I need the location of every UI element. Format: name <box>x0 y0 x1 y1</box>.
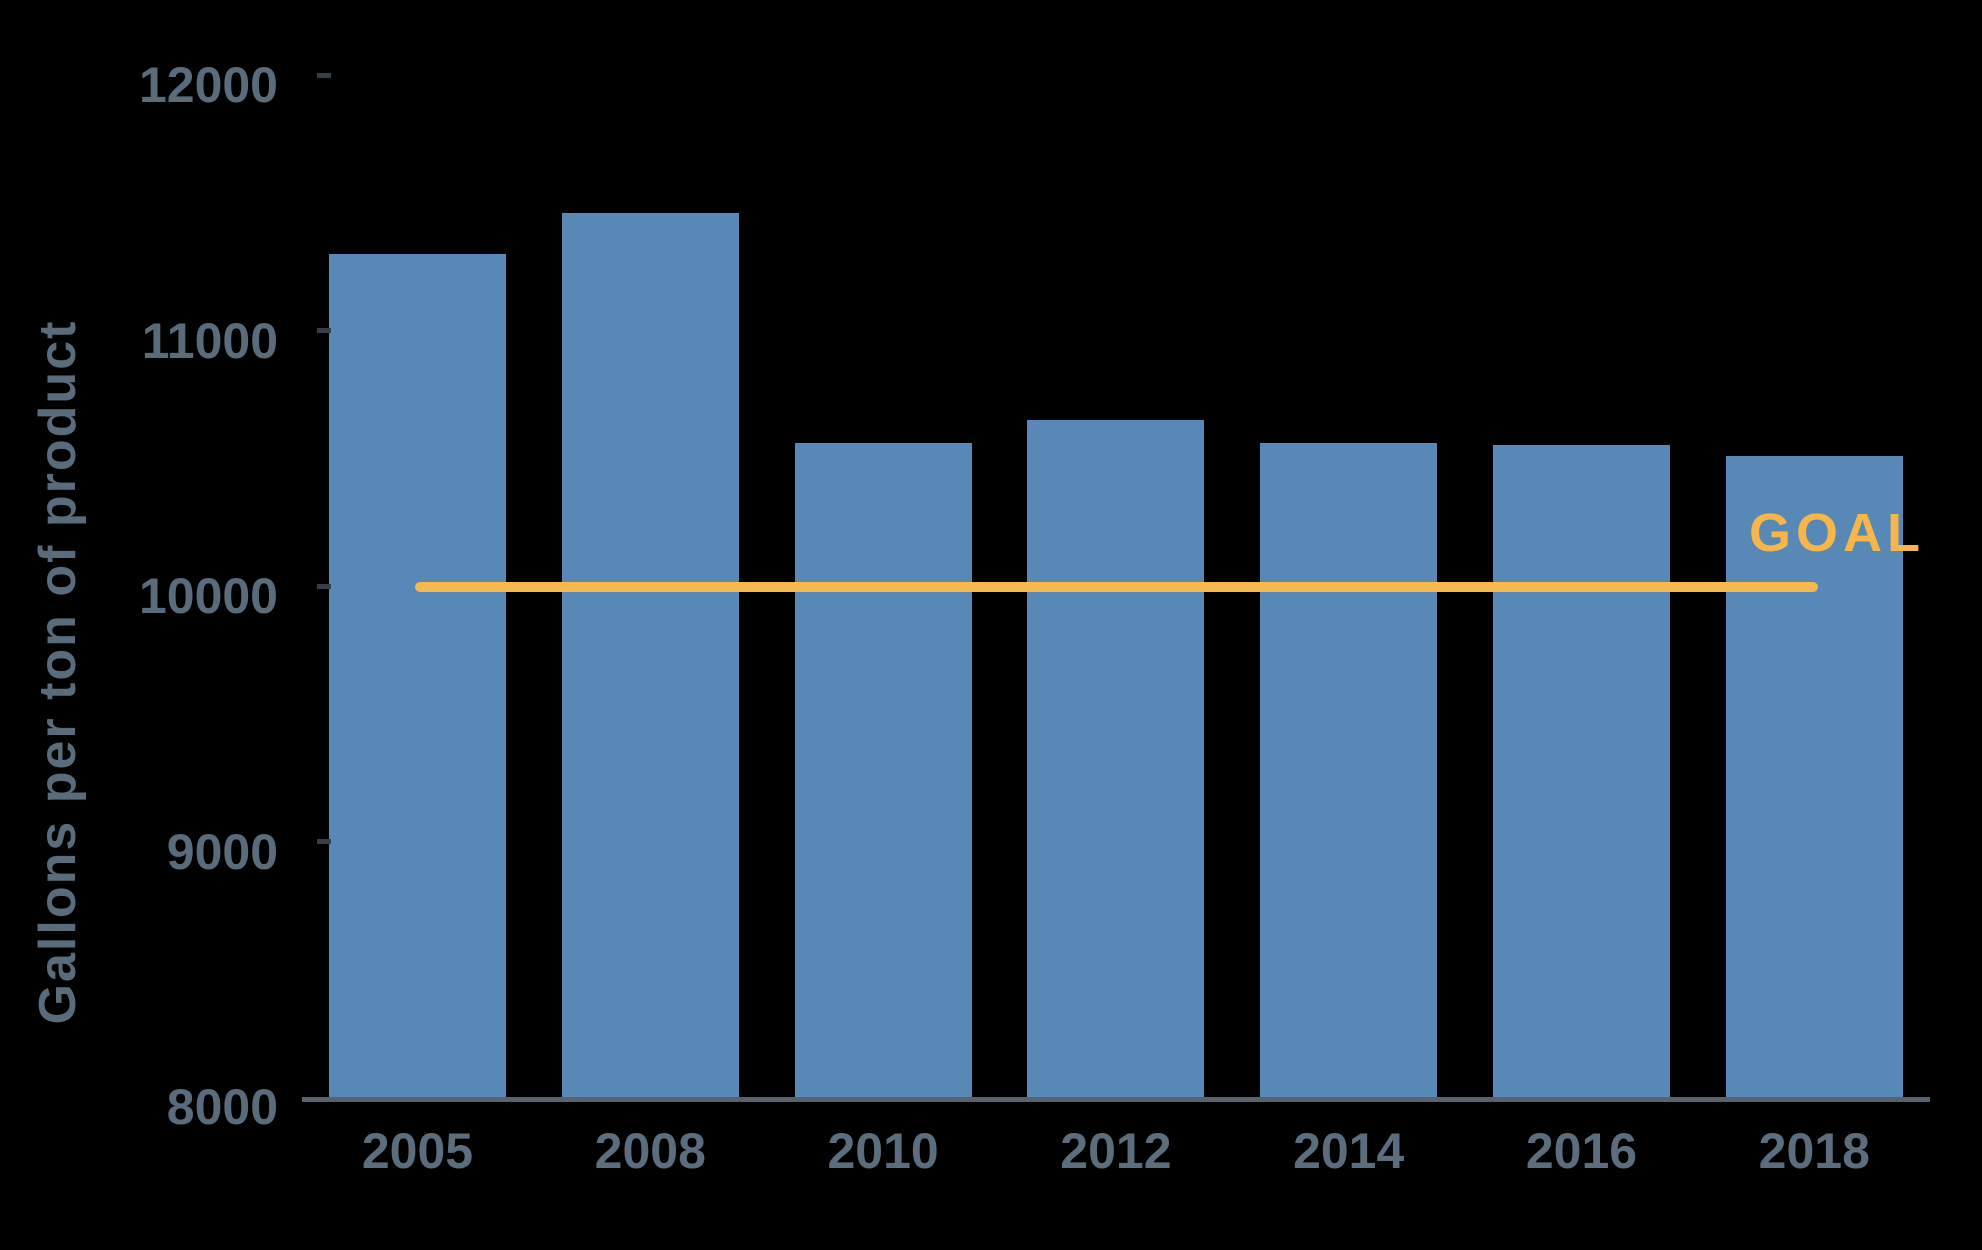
x-axis-line <box>302 1097 1930 1102</box>
y-axis-tick-mark <box>317 328 331 333</box>
x-axis-tick-label: 2008 <box>594 1123 706 1179</box>
bar-2005 <box>329 253 506 1097</box>
x-axis-tick-label: 2018 <box>1758 1123 1870 1179</box>
x-axis-tick-label: 2014 <box>1293 1123 1405 1179</box>
bar-2010 <box>794 442 972 1097</box>
y-axis-tick-label: 11000 <box>141 312 278 369</box>
x-axis-tick-label: 2016 <box>1525 1123 1638 1179</box>
y-axis-tick-label: 12000 <box>138 57 278 113</box>
bar-2008 <box>561 212 739 1097</box>
y-axis-tick-mark <box>317 839 331 844</box>
bar-2018 <box>1725 455 1903 1097</box>
y-axis-tick-label: 8000 <box>166 1079 278 1135</box>
bar-2014 <box>1260 442 1438 1097</box>
x-axis-tick-label: 2005 <box>361 1123 474 1179</box>
x-axis-tick-label: 2012 <box>1060 1123 1172 1179</box>
x-axis-tick-label: 2010 <box>827 1123 939 1179</box>
goal-line <box>415 582 1818 592</box>
y-axis-tick-mark <box>317 583 331 589</box>
y-axis-tick-label: 9000 <box>166 823 278 880</box>
bar-2016 <box>1493 445 1670 1097</box>
y-axis-tick-mark <box>317 72 331 78</box>
y-axis-tick-label: 10000 <box>138 568 278 624</box>
y-axis-title: Gallons per ton of product <box>29 319 87 1025</box>
goal-label: GOAL <box>1749 503 1925 563</box>
bar-2012 <box>1027 419 1205 1097</box>
